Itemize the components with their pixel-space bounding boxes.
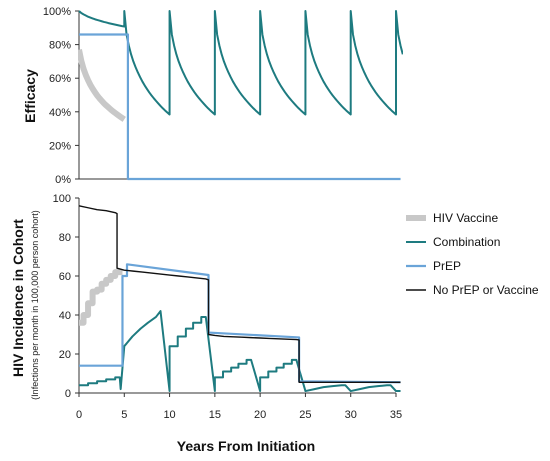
legend-label-combination: Combination <box>433 235 500 249</box>
incidence-series-hiv-vaccine <box>79 269 123 326</box>
efficacy-y-tick-label: 80% <box>49 40 71 52</box>
incidence-x-tick-label: 20 <box>254 409 266 421</box>
incidence-y-tick-label: 60 <box>59 271 71 283</box>
efficacy-y-tick-label: 60% <box>49 73 71 85</box>
incidence-y-tick-label: 100 <box>53 193 71 205</box>
incidence-y-axis-label: HIV Incidence in Cohort <box>10 219 26 377</box>
incidence-x-tick-label: 25 <box>299 409 311 421</box>
incidence-panel: 0 20 40 60 80 100 0 5 10 15 20 25 30 35 <box>53 193 402 421</box>
incidence-x-tick-label: 5 <box>121 409 127 421</box>
incidence-x-tick-label: 10 <box>163 409 175 421</box>
incidence-y-tick-label: 80 <box>59 232 71 244</box>
legend-label-prep: PrEP <box>433 259 461 273</box>
incidence-series-no-prep-or-vaccine <box>78 205 401 383</box>
efficacy-y-tick-label: 20% <box>49 140 71 152</box>
efficacy-y-tick-label: 40% <box>49 107 71 119</box>
incidence-x-tick-label: 0 <box>76 409 82 421</box>
efficacy-series-hiv-vaccine <box>78 49 126 122</box>
efficacy-series-group <box>78 10 403 181</box>
incidence-series-combination <box>79 310 401 393</box>
efficacy-y-axis-label: Efficacy <box>22 69 38 123</box>
x-axis-label: Years From Initiation <box>177 438 315 454</box>
legend: HIV Vaccine Combination PrEP No PrEP or Vac… <box>406 211 539 297</box>
efficacy-panel: 0% 20% 40% 60% 80% 100% <box>43 6 403 186</box>
legend-label-no-prep-or-vaccine: No PrEP or Vaccine <box>433 283 539 297</box>
efficacy-series-prep <box>79 33 401 181</box>
incidence-y-axis-sublabel: (Infections per month in 100,000 person … <box>30 210 40 400</box>
incidence-y-tick-label: 40 <box>59 310 71 322</box>
incidence-x-tick-label: 35 <box>390 409 402 421</box>
incidence-series-group <box>78 205 401 393</box>
incidence-y-tick-label: 20 <box>59 349 71 361</box>
efficacy-y-tick-label: 100% <box>43 6 71 18</box>
incidence-y-tick-label: 0 <box>65 388 71 400</box>
incidence-x-tick-label: 30 <box>345 409 357 421</box>
incidence-x-tick-label: 15 <box>209 409 221 421</box>
efficacy-y-tick-label: 0% <box>55 174 71 186</box>
legend-label-hiv-vaccine: HIV Vaccine <box>433 211 498 225</box>
efficacy-series-combination <box>78 10 403 116</box>
